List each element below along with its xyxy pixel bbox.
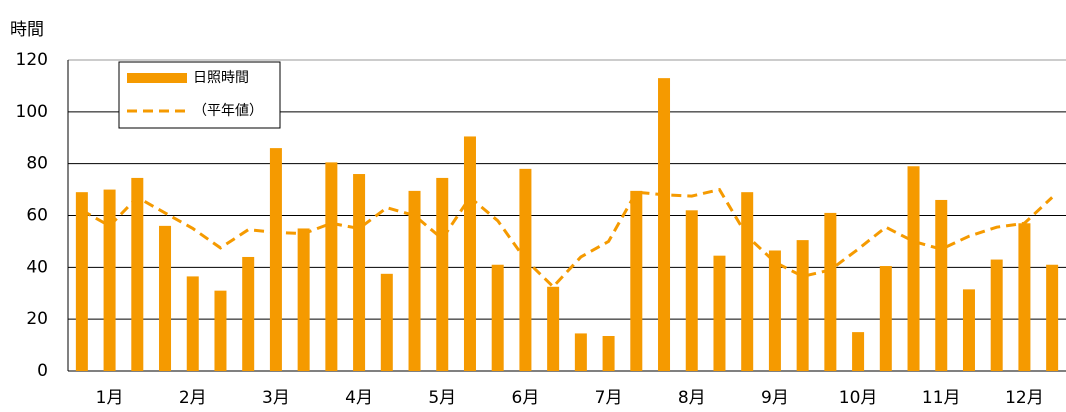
bar — [824, 212, 837, 371]
x-tick-label: 2月 — [179, 388, 207, 408]
bar — [297, 228, 310, 371]
x-tick-label: 6月 — [512, 388, 540, 408]
x-tick-label: 8月 — [678, 388, 706, 408]
y-tick-label: 60 — [26, 206, 48, 226]
bar — [353, 174, 366, 371]
y-tick-label: 100 — [16, 102, 48, 122]
bar — [852, 332, 865, 371]
bar — [768, 250, 781, 371]
x-tick-label: 7月 — [595, 388, 623, 408]
bar — [630, 190, 643, 371]
bar — [602, 336, 615, 371]
bar — [907, 166, 920, 371]
x-tick-label: 1月 — [96, 388, 124, 408]
x-tick-label: 5月 — [428, 388, 456, 408]
legend-box — [118, 61, 281, 129]
x-tick-label: 3月 — [262, 388, 290, 408]
x-tick-label: 12月 — [1005, 388, 1044, 408]
bar — [658, 78, 671, 372]
bar — [574, 333, 587, 371]
bar — [741, 192, 754, 371]
legend-label: 日照時間 — [193, 70, 249, 86]
legend-swatch — [127, 73, 187, 83]
bar — [990, 259, 1003, 371]
bar — [436, 177, 449, 371]
bar — [408, 190, 421, 371]
bar — [713, 255, 726, 371]
bar — [75, 192, 88, 371]
bar — [879, 266, 892, 371]
x-tick-label: 4月 — [345, 388, 373, 408]
bar — [325, 162, 338, 371]
bar — [242, 256, 255, 371]
legend-label: （平年値） — [193, 103, 263, 119]
y-tick-label: 40 — [26, 257, 48, 277]
bar — [380, 273, 393, 371]
bar — [1046, 264, 1059, 371]
bar — [796, 240, 809, 371]
bar — [463, 136, 476, 371]
x-tick-label: 9月 — [761, 388, 789, 408]
bar — [269, 148, 282, 371]
y-tick-label: 120 — [16, 50, 48, 70]
bar — [685, 210, 698, 371]
bar — [186, 276, 199, 371]
x-tick-label: 11月 — [922, 388, 961, 408]
bar — [935, 199, 948, 371]
y-tick-label: 80 — [26, 154, 48, 174]
x-tick-label: 10月 — [839, 388, 878, 408]
y-tick-label: 0 — [37, 361, 48, 381]
bar — [1018, 223, 1031, 371]
bar — [214, 290, 227, 371]
bar — [131, 177, 144, 371]
bar — [103, 189, 116, 371]
bar — [547, 286, 560, 371]
bar — [159, 225, 172, 371]
bar — [519, 168, 532, 371]
y-tick-label: 20 — [26, 309, 48, 329]
bar — [491, 264, 504, 371]
bar — [962, 289, 975, 371]
y-axis-label: 時間 — [10, 20, 44, 40]
line — [81, 187, 1054, 289]
